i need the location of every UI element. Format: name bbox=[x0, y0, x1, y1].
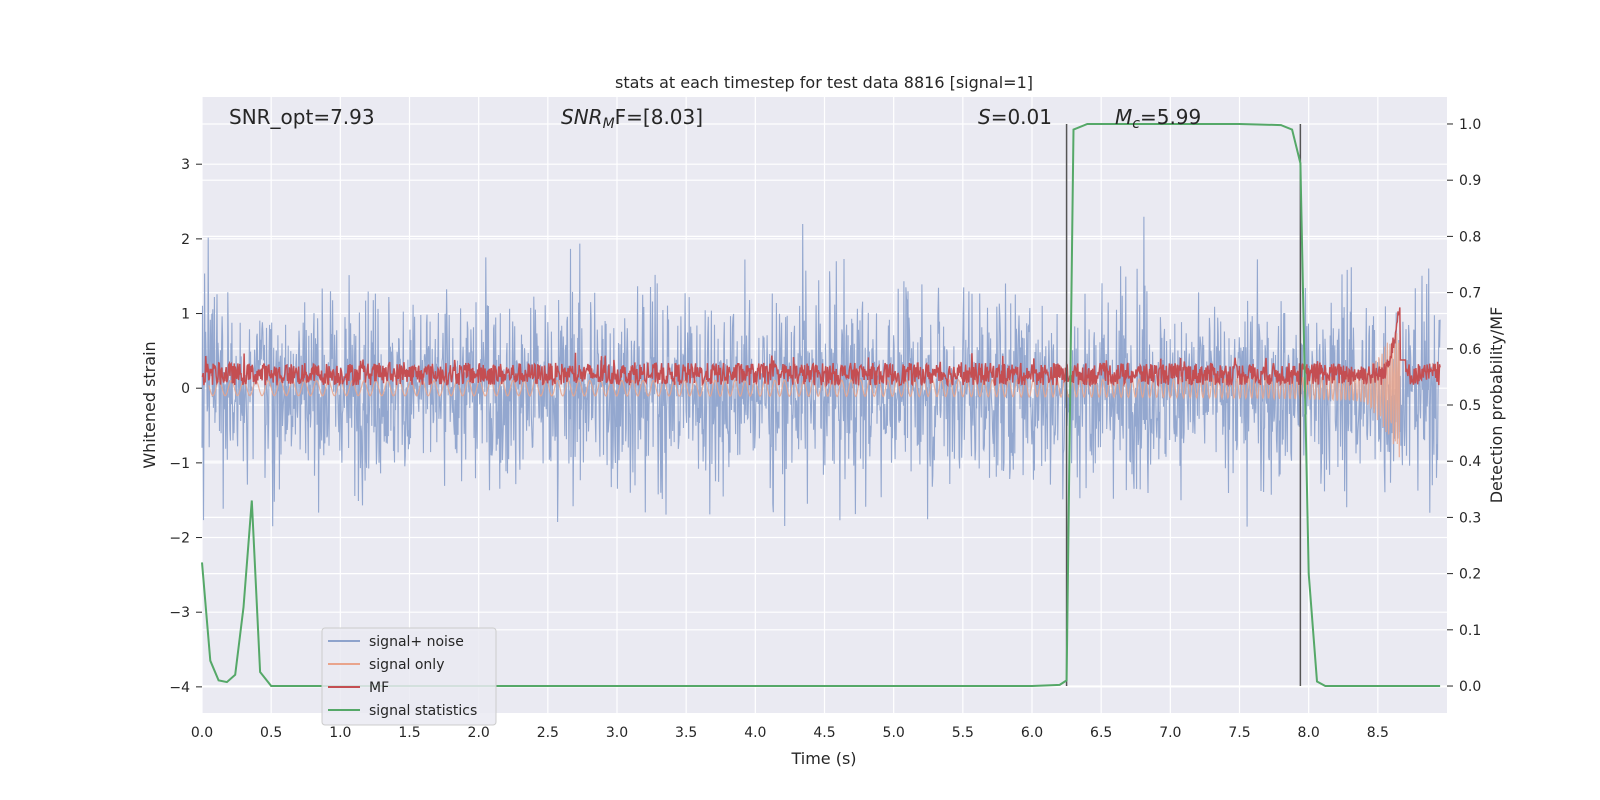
chart-title: stats at each timestep for test data 881… bbox=[615, 73, 1033, 92]
y2-tick-0.3: 0.3 bbox=[1459, 510, 1481, 526]
x-tick-7.0: 7.0 bbox=[1159, 725, 1181, 741]
y2-tick-0.1: 0.1 bbox=[1459, 623, 1481, 639]
series-mf bbox=[201, 307, 1441, 388]
y-tick-−1: −1 bbox=[169, 456, 190, 472]
x-tick-6.5: 6.5 bbox=[1090, 725, 1112, 741]
annotation-snr-opt: SNR_opt=7.93 bbox=[229, 105, 375, 129]
legend-label-signal-only: signal only bbox=[369, 657, 444, 673]
x-tick-8.0: 8.0 bbox=[1298, 725, 1320, 741]
y-tick-0: 0 bbox=[181, 381, 190, 397]
y-tick-1: 1 bbox=[181, 307, 190, 323]
line-signal-statistics bbox=[201, 123, 1441, 687]
line-signal-noise bbox=[201, 216, 1441, 527]
x-tick-5.5: 5.5 bbox=[952, 725, 974, 741]
annotation-mc: Mc=5.99 bbox=[1115, 105, 1201, 132]
legend: signal+ noise signal only MF signal stat… bbox=[321, 627, 497, 726]
annotation-snr-mf: SNRMF=[8.03] bbox=[561, 105, 703, 132]
y2-tick-0.2: 0.2 bbox=[1459, 567, 1481, 583]
x-tick-labels: 0.0 0.5 1.0 1.5 2.0 2.5 3.0 3.5 4.0 4.5 5.0 5.5 6.0 6… bbox=[191, 725, 1389, 741]
x-tick-5.0: 5.0 bbox=[883, 725, 905, 741]
x-tick-1.5: 1.5 bbox=[398, 725, 420, 741]
x-tick-8.5: 8.5 bbox=[1367, 725, 1389, 741]
y-tick-3: 3 bbox=[181, 157, 190, 173]
x-tick-4.5: 4.5 bbox=[813, 725, 835, 741]
x-axis-label: Time (s) bbox=[790, 749, 856, 768]
x-tick-6.0: 6.0 bbox=[1021, 725, 1043, 741]
x-tick-1.0: 1.0 bbox=[329, 725, 351, 741]
y2-tick-0.8: 0.8 bbox=[1459, 229, 1481, 245]
legend-label-signal-noise: signal+ noise bbox=[369, 634, 464, 650]
annotation-s: S=0.01 bbox=[978, 105, 1052, 129]
x-tick-4.0: 4.0 bbox=[744, 725, 766, 741]
vertical-markers bbox=[1065, 123, 1302, 687]
y-tick-−4: −4 bbox=[169, 680, 190, 696]
x-tick-2.5: 2.5 bbox=[537, 725, 559, 741]
y2-tick-0.5: 0.5 bbox=[1459, 398, 1481, 414]
x-tick-3.5: 3.5 bbox=[675, 725, 697, 741]
legend-box bbox=[321, 627, 497, 726]
y2-axis-label: Detection probability/MF bbox=[1487, 307, 1506, 504]
legend-label-mf: MF bbox=[369, 680, 389, 696]
x-tick-3.0: 3.0 bbox=[606, 725, 628, 741]
legend-label-signal-statistics: signal statistics bbox=[369, 703, 477, 719]
y2-tick-1.0: 1.0 bbox=[1459, 117, 1481, 133]
y-axis-label: Whitened strain bbox=[140, 341, 159, 468]
y2-tick-0.4: 0.4 bbox=[1459, 454, 1481, 470]
y-tick-2: 2 bbox=[181, 232, 190, 248]
y-tick-−2: −2 bbox=[169, 531, 190, 547]
x-tick-2.0: 2.0 bbox=[468, 725, 490, 741]
y-tick-−3: −3 bbox=[169, 605, 190, 621]
y2-tick-0.6: 0.6 bbox=[1459, 342, 1481, 358]
y2-tick-0.7: 0.7 bbox=[1459, 286, 1481, 302]
series-signal-noise bbox=[201, 216, 1441, 527]
y2-tick-0.9: 0.9 bbox=[1459, 173, 1481, 189]
x-tick-0.5: 0.5 bbox=[260, 725, 282, 741]
x-tick-7.5: 7.5 bbox=[1228, 725, 1250, 741]
y-tick-labels: 3 2 1 0 −1 −2 −3 −4 bbox=[169, 157, 202, 696]
y2-tick-0.0: 0.0 bbox=[1459, 679, 1481, 695]
series-signal-statistics bbox=[201, 123, 1441, 687]
line-mf bbox=[201, 307, 1441, 388]
y2-tick-labels: 1.0 0.9 0.8 0.7 0.6 0.5 0.4 0.3 0.2 0.1 0.0 bbox=[1447, 117, 1481, 695]
x-tick-0.0: 0.0 bbox=[191, 725, 213, 741]
